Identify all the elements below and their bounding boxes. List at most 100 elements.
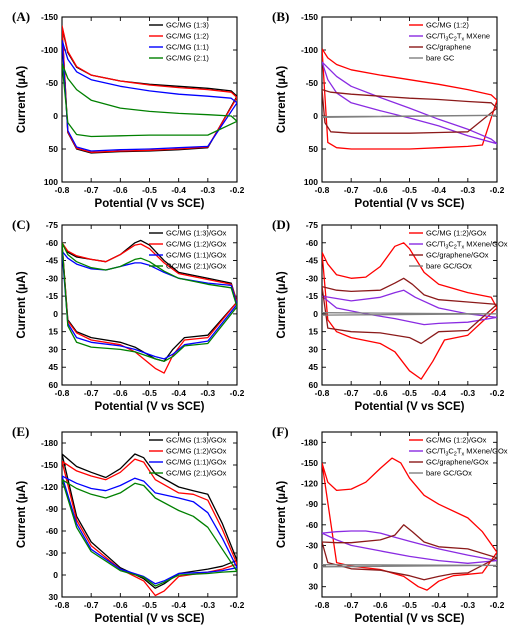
x-axis-title: Potential (V vs SCE) <box>95 401 205 413</box>
legend-entry: GC/MG (1:2) <box>426 21 469 30</box>
x-axis-title: Potential (V vs SCE) <box>95 613 205 625</box>
series-line-gc-mg-2-1-gox <box>62 242 237 362</box>
y-tick-label: 15 <box>49 327 59 337</box>
legend-entry: GC/MG (2:1)/GOx <box>166 469 227 478</box>
panel-c: (C) -75 -60 -45 -30 -15 0 15 30 45 60-0.8 -0.7 -0.6 -… <box>12 217 245 413</box>
x-tick-label: -0.3 <box>461 600 476 610</box>
y-tick-label: -45 <box>306 256 319 266</box>
y-axis-title: Current (µA) <box>16 66 28 133</box>
series-line-gc-mg-1-2-gox <box>62 242 237 374</box>
y-tick-label: -75 <box>306 220 319 230</box>
y-tick-label: 45 <box>309 362 319 372</box>
x-tick-label: -0.8 <box>55 600 70 610</box>
y-tick-label: 50 <box>49 144 59 154</box>
x-tick-label: -0.2 <box>230 185 245 195</box>
series-line-gc-mg-1-2-gox <box>322 242 497 380</box>
y-axis-title: Current (µA) <box>16 271 28 338</box>
y-tick-label: 30 <box>309 582 319 592</box>
x-tick-label: -0.6 <box>373 388 388 398</box>
y-tick-label: -60 <box>306 520 319 530</box>
x-tick-label: -0.8 <box>55 185 70 195</box>
y-axis-title: Current (µA) <box>276 66 288 133</box>
x-axis-title: Potential (V vs SCE) <box>355 401 465 413</box>
y-tick-label: -150 <box>41 460 58 470</box>
y-tick-label: 0 <box>313 309 318 319</box>
panel-label: (E) <box>12 424 29 439</box>
legend-entry: GC/graphene <box>426 43 471 52</box>
legend-entry: GC/MG (1:2)/GOx <box>166 240 227 249</box>
series-line-gc-ti3c2tx-mxene-gox <box>322 289 497 326</box>
series-line-bare-gc-gox <box>322 564 497 568</box>
legend-entry: GC/MG (1:3)/GOx <box>166 229 227 238</box>
plot-frame <box>61 16 238 183</box>
y-tick-label: -180 <box>41 438 58 448</box>
y-tick-label: -150 <box>41 12 58 22</box>
y-tick-label: 30 <box>49 344 59 354</box>
y-tick-label: -100 <box>41 45 58 55</box>
legend-entry: bare GC/GOx <box>426 469 472 478</box>
y-axis-title: Current (µA) <box>16 481 28 548</box>
panel-f: (F) -180 -150 -120 -90 -60 -30 0 30 -0.8 -0.7 -0.6 -… <box>272 424 508 625</box>
y-tick-label: 0 <box>313 561 318 571</box>
y-tick-label: 30 <box>49 592 59 602</box>
y-tick-label: -30 <box>306 540 319 550</box>
series-line-gc-mg-1-1- <box>62 39 237 152</box>
x-tick-label: -0.5 <box>142 600 157 610</box>
x-tick-label: -0.4 <box>431 388 446 398</box>
panel-e: (E) -180 -150 -120 -90 -60 -30 0 30-0.8 -0.7 -0.6 -… <box>12 424 245 625</box>
x-axis-title: Potential (V vs SCE) <box>355 613 465 625</box>
legend-entry: bare GC/GOx <box>426 262 472 271</box>
y-tick-label: -60 <box>46 238 59 248</box>
legend-entry: GC/graphene/GOx <box>426 251 489 260</box>
y-tick-label: 0 <box>313 111 318 121</box>
y-tick-label: 100 <box>44 177 58 187</box>
y-tick-label: -30 <box>46 273 59 283</box>
y-tick-label: -120 <box>301 479 318 489</box>
x-axis-title: Potential (V vs SCE) <box>355 198 465 210</box>
legend-entry: GC/MG (1:2)/GOx <box>426 229 487 238</box>
legend-entry: GC/MG (1:2)/GOx <box>166 447 227 456</box>
x-tick-label: -0.8 <box>315 185 330 195</box>
x-tick-label: -0.2 <box>490 388 505 398</box>
legend-entry: GC/MG (1:1)/GOx <box>166 458 227 467</box>
legend-entry: GC/Ti3C2Tx MXene/GOx <box>426 240 508 251</box>
x-tick-label: -0.4 <box>431 185 446 195</box>
x-tick-label: -0.2 <box>230 600 245 610</box>
series-line-gc-mg-2-1-gox <box>62 479 237 587</box>
series-line-gc-mg-1-1-gox <box>62 475 237 585</box>
x-tick-label: -0.2 <box>230 388 245 398</box>
x-tick-label: -0.8 <box>315 600 330 610</box>
y-tick-label: 60 <box>309 380 319 390</box>
y-tick-label: 0 <box>53 570 58 580</box>
panel-b: (B) -150 -100 -50 0 50 100-0.8 -0.7 -0.6 -0.5 -0.4… <box>272 9 505 210</box>
series-line-bare-gc <box>322 114 497 118</box>
legend-entry: GC/graphene/GOx <box>426 458 489 467</box>
y-tick-label: -150 <box>301 12 318 22</box>
panel-label: (C) <box>12 217 30 232</box>
series-line-gc-mg-1-2-gox <box>62 458 237 597</box>
y-tick-label: -60 <box>46 526 59 536</box>
x-tick-label: -0.2 <box>490 600 505 610</box>
y-tick-label: 30 <box>309 344 319 354</box>
series-line-gc-mg-2-1- <box>62 62 237 138</box>
y-tick-label: 15 <box>309 327 319 337</box>
legend-entry: GC/MG (1:2)/GOx <box>426 436 487 445</box>
x-tick-label: -0.4 <box>171 600 186 610</box>
legend-entry: GC/MG (1:1)/GOx <box>166 251 227 260</box>
x-tick-label: -0.3 <box>201 185 216 195</box>
x-axis-title: Potential (V vs SCE) <box>95 198 205 210</box>
x-tick-label: -0.4 <box>431 600 446 610</box>
series-line-gc-graphene-gox <box>322 277 497 345</box>
y-tick-label: -150 <box>301 458 318 468</box>
y-tick-label: -30 <box>306 273 319 283</box>
legend-entry: GC/MG (1:1) <box>166 43 209 52</box>
y-tick-label: 60 <box>49 380 59 390</box>
series-line-gc-mg-1-2-gox <box>322 457 497 591</box>
y-tick-label: 100 <box>304 177 318 187</box>
legend-entry: GC/MG (1:3)/GOx <box>166 436 227 445</box>
series-line-gc-mg-1-2- <box>62 25 237 153</box>
y-tick-label: -90 <box>306 499 319 509</box>
legend-entry: GC/MG (1:3) <box>166 21 209 30</box>
x-tick-label: -0.5 <box>142 388 157 398</box>
